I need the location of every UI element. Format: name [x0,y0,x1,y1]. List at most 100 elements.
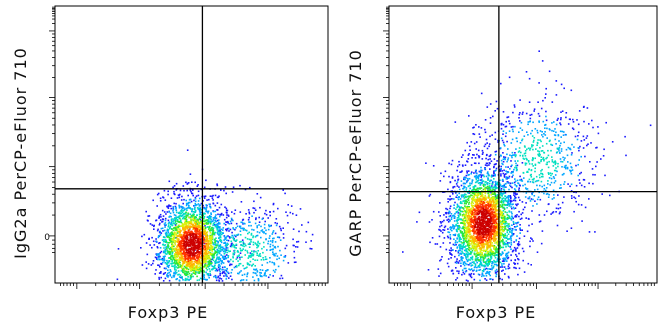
density-dot [228,277,230,279]
density-dot [457,165,459,168]
density-dot [537,112,540,115]
density-dot [507,116,510,118]
density-dot [585,137,588,139]
density-dot [195,204,198,206]
density-dot [560,187,562,189]
density-dot [485,263,488,266]
density-dot [560,83,563,86]
density-dot [489,179,492,182]
density-dot [466,180,468,182]
density-dot [193,268,196,271]
density-dot [575,200,577,203]
density-dot [199,261,201,263]
density-dot [155,240,158,243]
density-dot [295,261,297,263]
density-dot [190,251,193,253]
density-dot [474,170,477,173]
density-dot [586,135,589,137]
density-dot [224,251,227,253]
density-dot [209,260,211,263]
density-dot [246,266,248,269]
density-dot [208,259,211,262]
density-dot [539,176,541,179]
density-dot [527,161,530,163]
density-dot [493,254,495,257]
density-dot [506,140,508,143]
density-dot [165,233,168,235]
density-dot [175,248,178,250]
density-dot [256,252,258,254]
density-dot [180,221,183,224]
density-dot [189,266,191,268]
density-dot [164,261,166,264]
density-dot [233,244,236,247]
density-dot [204,230,207,232]
density-dot [477,149,480,152]
density-dot [467,154,470,156]
density-dot [208,247,211,250]
density-dot [196,214,198,216]
density-dot [198,254,201,257]
density-dot [192,214,195,216]
density-dot [531,181,534,183]
density-dot [203,223,205,225]
density-dot [216,231,219,234]
density-dot [558,148,560,150]
density-dot [523,145,526,147]
density-dot [522,259,524,262]
density-dot [267,228,270,231]
density-dot [226,268,228,270]
density-dot [507,182,510,184]
density-dot [514,207,517,209]
density-dot [186,264,188,266]
density-dot [500,175,502,177]
density-dot [209,206,212,209]
density-dot [548,140,551,143]
density-dot [232,244,234,247]
density-dot [242,279,245,281]
density-dot [447,188,449,191]
density-dot [479,183,482,186]
density-dot [162,196,164,198]
density-dot [192,266,195,268]
density-dot [171,262,174,264]
density-dot [193,245,196,247]
density-dot [491,262,493,265]
density-dot [455,208,457,210]
density-dot [224,223,227,226]
density-dot [185,222,187,224]
density-dot [279,227,282,230]
density-dot [164,255,166,257]
density-dot [538,191,540,194]
density-dot [193,272,195,274]
density-dot [525,157,527,160]
density-dot [214,225,217,228]
density-dot [540,172,542,175]
density-dot [521,247,524,250]
density-dot [505,253,508,255]
density-dot [181,254,183,257]
density-dot [275,224,278,227]
density-dot [510,259,512,262]
density-dot [160,232,163,234]
density-dot [267,217,269,219]
density-dot [478,264,481,267]
density-dot [484,278,486,280]
density-dot [453,244,456,246]
density-dot [261,275,263,278]
density-dot [468,173,470,176]
density-dot [504,199,507,202]
density-dot [230,244,233,247]
density-dot [171,276,173,279]
density-dot [499,189,501,191]
density-dot [164,236,166,239]
density-dot [172,211,175,214]
density-dot [285,244,288,247]
density-dot [531,193,533,196]
density-dot [481,149,484,152]
density-dot [459,226,461,229]
density-dot [459,249,461,252]
density-dot [577,147,580,149]
density-dot [216,240,218,242]
density-dot [159,255,161,258]
